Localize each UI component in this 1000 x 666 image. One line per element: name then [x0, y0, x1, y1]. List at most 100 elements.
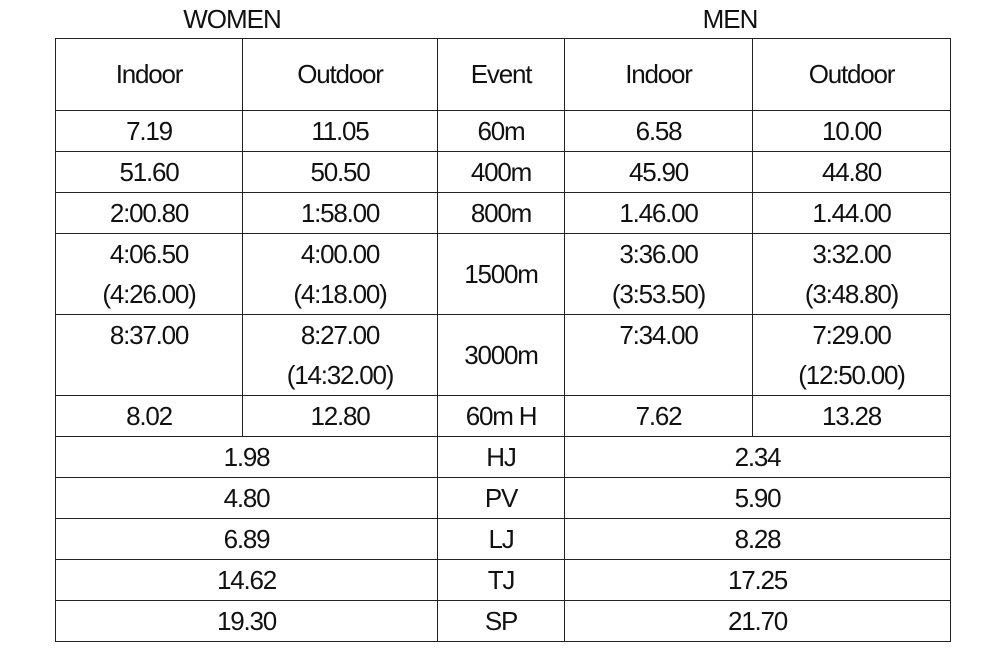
table-row: 4:06.50 (4:26.00) 4:00.00 (4:18.00) 1500m 3:3… — [55, 233, 951, 315]
cell-line: 21.70 — [727, 606, 788, 636]
column-header: Indoor — [564, 38, 753, 111]
value-cell: 7.62 — [564, 395, 753, 437]
cell-line: 7:29.00 — [812, 320, 892, 350]
table-row: 51.60 50.50 400m 45.90 44.80 — [55, 151, 951, 193]
value-cell: 2:00.80 — [55, 192, 243, 234]
value-cell: 8:27.00 (14:32.00) — [242, 314, 438, 396]
cell-line: 3:36.00 — [619, 239, 699, 269]
value-cell: 7:34.00 — [564, 314, 753, 396]
cell-line: 7.19 — [126, 116, 173, 146]
cell-line: (14:32.00) — [286, 360, 395, 390]
cell-line: 8:37.00 — [109, 320, 190, 350]
table-row: 19.30 SP 21.70 — [55, 600, 951, 642]
header-row: Indoor Outdoor Event Indoor Outdoor — [55, 38, 951, 111]
event-cell: PV — [437, 477, 565, 519]
value-cell: 19.30 — [55, 600, 438, 642]
event-cell: 60m — [437, 110, 565, 152]
table-row: 2:00.80 1:58.00 800m 1.46.00 1.44.00 — [55, 192, 951, 234]
women-heading: WOMEN — [183, 4, 282, 34]
cell-line: 1.98 — [223, 442, 271, 472]
cell-line: (4:18.00) — [293, 279, 387, 309]
cell-line: 7:34.00 — [619, 320, 699, 350]
cell-line: (3:53.50) — [611, 279, 706, 309]
cell-line: 17.25 — [727, 565, 788, 595]
column-header: Event — [437, 38, 565, 111]
table-row: 14.62 TJ 17.25 — [55, 559, 951, 601]
cell-line: 4.80 — [223, 483, 271, 513]
value-cell: 8:37.00 — [55, 314, 243, 396]
cell-line: 6.89 — [223, 524, 271, 554]
cell-line: 1.46.00 — [619, 198, 699, 228]
value-cell: 1.98 — [55, 436, 438, 478]
column-header: Outdoor — [242, 38, 438, 111]
cell-line: 10.00 — [821, 116, 882, 146]
cell-line: 2:00.80 — [109, 198, 190, 228]
cell-line: 8.02 — [126, 401, 173, 431]
value-cell: 11.05 — [242, 110, 438, 152]
value-cell: 3:36.00 (3:53.50) — [564, 233, 753, 315]
cell-line: 14.62 — [216, 565, 277, 595]
value-cell: 7.19 — [55, 110, 243, 152]
value-cell: 3:32.00 (3:48.80) — [752, 233, 951, 315]
value-cell: 6.89 — [55, 518, 438, 560]
cell-line: 51.60 — [119, 157, 179, 187]
table-row: 1.98 HJ 2.34 — [55, 436, 951, 478]
table-row: 6.89 LJ 8.28 — [55, 518, 951, 560]
cell-line: 19.30 — [216, 606, 277, 636]
cell-line: 50.50 — [310, 157, 370, 187]
cell-line: 44.80 — [821, 157, 882, 187]
event-cell: 1500m — [437, 233, 565, 315]
table-row: 8.02 12.80 60m H 7.62 13.28 — [55, 395, 951, 437]
value-cell: 7:29.00 (12:50.00) — [752, 314, 951, 396]
value-cell: 4.80 — [55, 477, 438, 519]
event-cell: LJ — [437, 518, 565, 560]
cell-line: 1:58.00 — [300, 198, 381, 228]
cell-line: 2.34 — [734, 442, 782, 472]
cell-line: 4:06.50 — [109, 239, 190, 269]
records-table: Indoor Outdoor Event Indoor Outdoor 7.19 11.05… — [55, 38, 951, 642]
event-cell: TJ — [437, 559, 565, 601]
event-cell: 400m — [437, 151, 565, 193]
cell-line: 12.80 — [310, 401, 370, 431]
value-cell: 4:00.00 (4:18.00) — [242, 233, 438, 315]
value-cell: 10.00 — [752, 110, 951, 152]
cell-line: 8.28 — [734, 524, 782, 554]
men-heading: MEN — [702, 4, 759, 34]
value-cell: 17.25 — [564, 559, 951, 601]
value-cell: 51.60 — [55, 151, 243, 193]
table-row: 7.19 11.05 60m 6.58 10.00 — [55, 110, 951, 152]
cell-line: (4:26.00) — [102, 279, 196, 309]
value-cell: 1:58.00 — [242, 192, 438, 234]
cell-line: (12:50.00) — [798, 360, 906, 390]
cell-line: 11.05 — [311, 116, 369, 146]
value-cell: 14.62 — [55, 559, 438, 601]
cell-line: (3:48.80) — [804, 279, 899, 309]
value-cell: 8.28 — [564, 518, 951, 560]
event-cell: SP — [437, 600, 565, 642]
cell-line: 6.58 — [635, 116, 683, 146]
value-cell: 8.02 — [55, 395, 243, 437]
event-cell: HJ — [437, 436, 565, 478]
cell-line: 4:00.00 — [300, 239, 381, 269]
value-cell: 1.44.00 — [752, 192, 951, 234]
value-cell: 1.46.00 — [564, 192, 753, 234]
cell-line: 1.44.00 — [812, 198, 892, 228]
value-cell: 44.80 — [752, 151, 951, 193]
event-cell: 60m H — [437, 395, 565, 437]
event-cell: 800m — [437, 192, 565, 234]
column-header: Indoor — [55, 38, 243, 111]
cell-line: 7.62 — [635, 401, 683, 431]
value-cell: 2.34 — [564, 436, 951, 478]
column-header: Outdoor — [752, 38, 951, 111]
event-cell: 3000m — [437, 314, 565, 396]
cell-line: 13.28 — [821, 401, 882, 431]
cell-line: 8:27.00 — [300, 320, 381, 350]
cell-line: 45.90 — [628, 157, 689, 187]
value-cell: 5.90 — [564, 477, 951, 519]
table-row: 4.80 PV 5.90 — [55, 477, 951, 519]
value-cell: 45.90 — [564, 151, 753, 193]
cell-line: 3:32.00 — [812, 239, 892, 269]
value-cell: 21.70 — [564, 600, 951, 642]
value-cell: 13.28 — [752, 395, 951, 437]
